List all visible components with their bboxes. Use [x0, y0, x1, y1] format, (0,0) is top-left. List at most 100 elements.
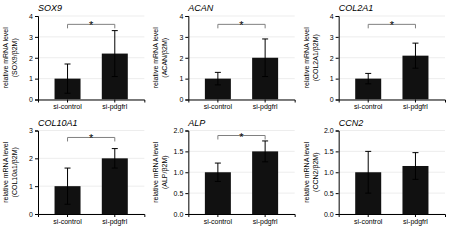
grid-line [38, 130, 144, 131]
y-axis-label: (CCN2/β2M) [312, 153, 320, 192]
error-bar [365, 151, 371, 193]
tick-label: 0 [330, 96, 334, 103]
error-bar-cap [65, 204, 71, 205]
panel: *01234si-controlsi-pdgfrlrelative mRNA l… [2, 3, 145, 111]
error-bar-cap [262, 161, 268, 162]
annotation: * [89, 132, 94, 144]
grid-line [188, 193, 294, 194]
error-bar-cap [262, 76, 268, 77]
plot-area [205, 24, 278, 99]
y-axis-label: relative mRNA level [2, 27, 9, 89]
axis-line [35, 131, 39, 215]
tick-label: si-control [354, 103, 383, 110]
tick-label: 1.0 [174, 169, 184, 176]
grid [188, 131, 294, 215]
grid-line [188, 78, 294, 79]
y-axis-label: relative mRNA level [152, 27, 159, 89]
tick-mark [185, 172, 188, 173]
x-axis: si-controlsi-pdgfrl [189, 214, 295, 226]
y-tick: 0 [330, 96, 339, 103]
tick-label: 2.0 [324, 127, 334, 134]
tick-label: 4 [29, 13, 33, 20]
tick-label: si-control [354, 218, 383, 225]
tick-mark [185, 214, 188, 215]
error-bar-cap [215, 72, 221, 73]
plot-area [55, 137, 128, 214]
tick-label: 0 [179, 96, 183, 103]
y-tick: 4 [330, 13, 339, 20]
y-tick: 3 [29, 127, 38, 134]
error-bar-cap [412, 179, 418, 180]
tick-mark [336, 151, 339, 152]
plot-area [355, 151, 428, 214]
tick-mark [415, 100, 416, 103]
tick-mark [336, 58, 339, 59]
tick-label: si-pdgfrl [253, 103, 278, 111]
y-tick: 0.5 [174, 190, 189, 197]
error-bar-cap [112, 168, 118, 169]
tick-label: 0 [29, 96, 33, 103]
axis-line [185, 17, 189, 101]
title: COL10A1 [38, 118, 78, 128]
tick-label: 3 [29, 34, 33, 41]
x-axis: si-control si-pdgfrl [189, 100, 295, 112]
tick-label: 3 [179, 34, 183, 41]
y-tick: 4 [179, 13, 188, 20]
y-tick: 1 [29, 183, 38, 190]
error-bar-line [265, 141, 266, 162]
error-bar-line [217, 163, 218, 181]
y-axis: 0.00.51.01.52.0 [174, 127, 189, 217]
title: COL2A1 [339, 3, 374, 13]
tick-label: 0.0 [324, 211, 334, 218]
grid-line [38, 36, 144, 37]
grid-line [339, 172, 445, 173]
y-tick: 1.5 [324, 148, 339, 155]
y-tick: 1.0 [174, 169, 189, 176]
grid-line [339, 36, 445, 37]
y-axis-label: (SOX9/β2M) [11, 38, 19, 77]
figure: * 0 1 2 3 4 si-control si-pdgfrl relative mRNA l… [0, 0, 451, 229]
tick-label: 2 [29, 155, 33, 162]
panel: *01234si-controlsi-pdgfrlrelative mRNA l… [152, 3, 295, 111]
error-bar-cap [112, 30, 118, 31]
tick-mark [35, 16, 38, 17]
error-bar [112, 31, 118, 77]
error-bar [412, 153, 418, 180]
tick-mark [336, 16, 339, 17]
error-bar-line [415, 153, 416, 180]
axis-line [336, 17, 340, 101]
tick-mark [67, 100, 68, 103]
error-bar-line [217, 72, 218, 85]
grid-line [188, 57, 294, 58]
tick-mark [368, 100, 369, 103]
y-axis-label: relative mRNA level [303, 27, 310, 89]
title: ACAN [187, 3, 214, 13]
x-tick: si-control [354, 100, 383, 111]
tick-label: si-control [204, 103, 233, 110]
tick-label: si-control [53, 218, 82, 225]
grid-line [188, 16, 294, 17]
tick-mark [35, 186, 38, 187]
y-axis-label: (COL2A1/β2M) [312, 34, 320, 81]
tick-label: si-pdgfrl [102, 103, 127, 111]
error-bar-line [368, 73, 369, 83]
x-axis: si-control si-pdgfrl [339, 214, 445, 226]
error-bar-cap [365, 193, 371, 194]
error-bar-cap [112, 76, 118, 77]
y-tick: 3 [330, 34, 339, 41]
x-tick: si-control [53, 100, 82, 111]
grid-line [339, 130, 445, 131]
tick-mark [35, 58, 38, 59]
error-bar [262, 39, 268, 77]
tick-mark [185, 16, 188, 17]
error-bar [262, 141, 268, 162]
y-tick: 0.0 [174, 211, 189, 218]
x-tick: si-pdgfrl [403, 214, 428, 226]
y-axis-label: (COL10a1/β2M) [11, 147, 19, 197]
tick-label: 1 [29, 75, 33, 82]
tick-label: 4 [179, 13, 183, 20]
y-tick: 1 [179, 75, 188, 82]
tick-label: si-pdgfrl [403, 218, 428, 226]
tick-label: si-control [53, 103, 82, 110]
tick-label: 1 [29, 183, 33, 190]
